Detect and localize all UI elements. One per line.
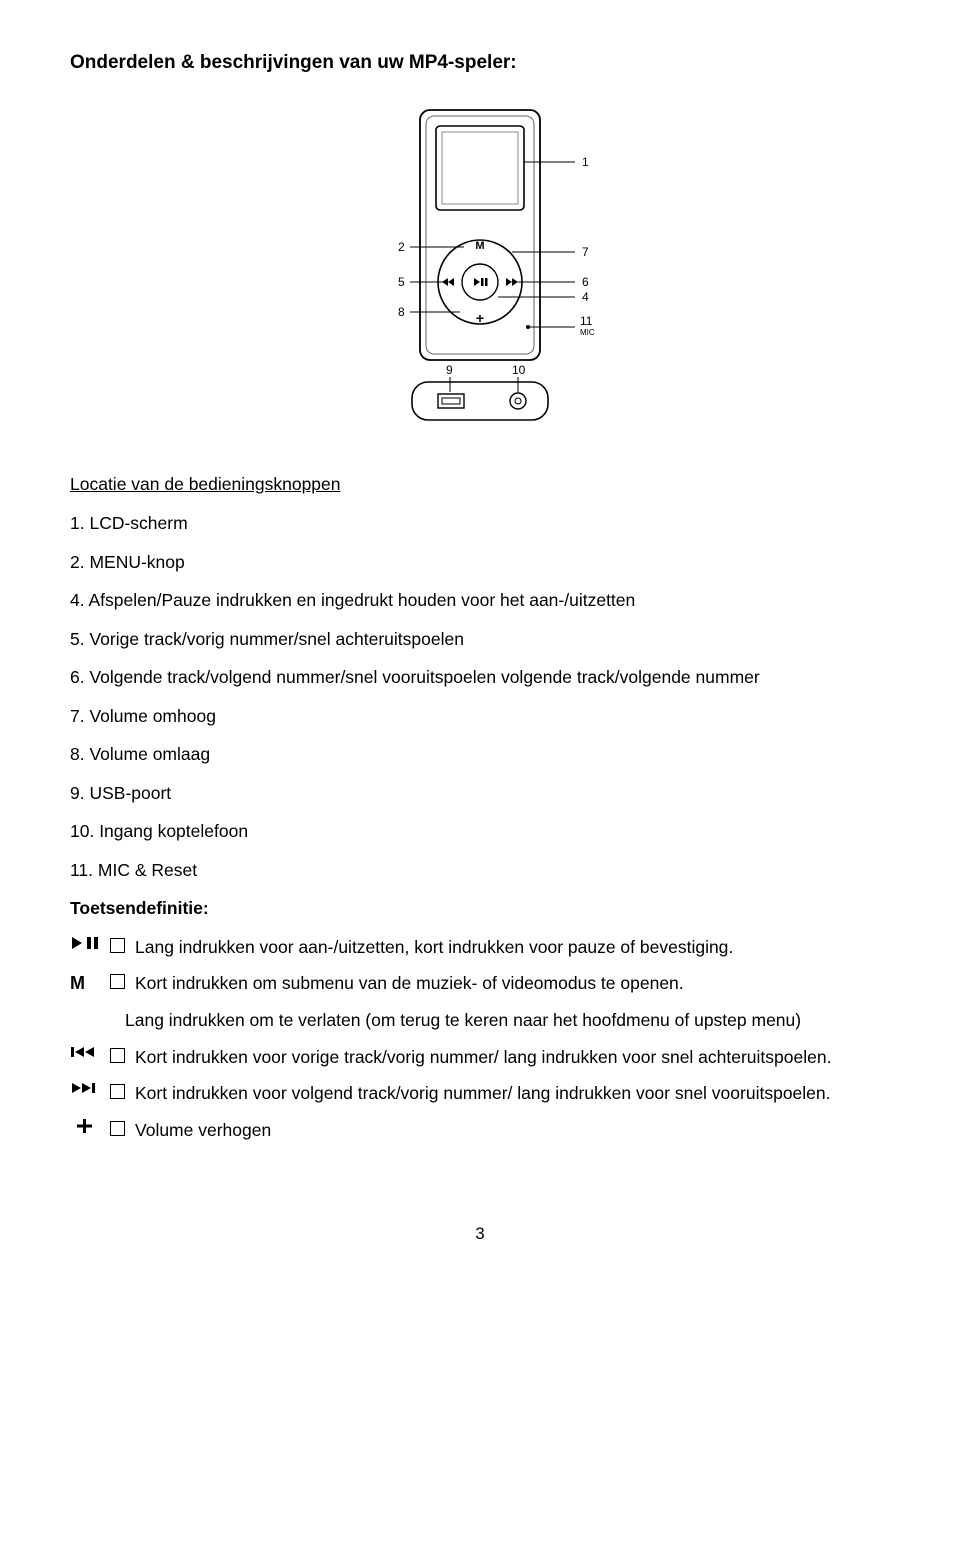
play-pause-icon [70, 935, 100, 951]
subheading-locatie: Locatie van de bedieningsknoppen [70, 472, 890, 497]
list-item: 5. Vorige track/vorig nummer/snel achter… [70, 627, 890, 652]
def-prev: Kort indrukken voor vorige track/vorig n… [70, 1045, 890, 1070]
def-text: Volume verhogen [135, 1118, 890, 1143]
list-item: 11. MIC & Reset [70, 858, 890, 883]
svg-text:MIC: MIC [580, 328, 595, 337]
def-text: Kort indrukken voor vorige track/vorig n… [135, 1045, 890, 1070]
def-text: Kort indrukken om submenu van de muziek-… [135, 971, 890, 996]
page-number: 3 [70, 1222, 890, 1246]
page-title: Onderdelen & beschrijvingen van uw MP4-s… [70, 50, 890, 77]
svg-text:+: + [476, 310, 484, 326]
list-item: 8. Volume omlaag [70, 742, 890, 767]
svg-text:7: 7 [582, 245, 589, 259]
svg-text:5: 5 [398, 275, 405, 289]
def-menu: M Kort indrukken om submenu van de muzie… [70, 971, 890, 996]
plus-icon [70, 1118, 100, 1134]
list-item: 7. Volume omhoog [70, 704, 890, 729]
parts-list: 1. LCD-scherm 2. MENU-knop 4. Afspelen/P… [70, 511, 890, 882]
list-item: 10. Ingang koptelefoon [70, 819, 890, 844]
def-text: Kort indrukken voor volgend track/vorig … [135, 1081, 890, 1106]
checkbox-icon [110, 1084, 125, 1099]
list-item: 1. LCD-scherm [70, 511, 890, 536]
svg-text:10: 10 [512, 363, 526, 377]
checkbox-icon [110, 938, 125, 953]
def-next: Kort indrukken voor volgend track/vorig … [70, 1081, 890, 1106]
svg-text:2: 2 [398, 240, 405, 254]
svg-text:8: 8 [398, 305, 405, 319]
list-item: 4. Afspelen/Pauze indrukken en ingedrukt… [70, 588, 890, 613]
svg-text:6: 6 [582, 275, 589, 289]
svg-text:4: 4 [582, 290, 589, 304]
m-icon: M [70, 971, 100, 996]
checkbox-icon [110, 1048, 125, 1063]
device-diagram: M + 1 2 7 5 6 8 4 11 MIC [70, 102, 890, 442]
checkbox-icon [110, 1121, 125, 1136]
def-volume-up: Volume verhogen [70, 1118, 890, 1143]
list-item: 2. MENU-knop [70, 550, 890, 575]
next-track-icon [70, 1081, 100, 1095]
def-play-pause: Lang indrukken voor aan-/uitzetten, kort… [70, 935, 890, 960]
defs-heading: Toetsendefinitie: [70, 896, 890, 921]
checkbox-icon [110, 974, 125, 989]
svg-text:11: 11 [580, 314, 593, 328]
def-menu-line2: Lang indrukken om te verlaten (om terug … [125, 1008, 890, 1033]
prev-track-icon [70, 1045, 100, 1059]
svg-text:9: 9 [446, 363, 453, 377]
svg-text:M: M [475, 240, 484, 252]
svg-text:1: 1 [582, 155, 589, 169]
list-item: 9. USB-poort [70, 781, 890, 806]
def-text: Lang indrukken voor aan-/uitzetten, kort… [135, 935, 890, 960]
list-item: 6. Volgende track/volgend nummer/snel vo… [70, 665, 890, 690]
